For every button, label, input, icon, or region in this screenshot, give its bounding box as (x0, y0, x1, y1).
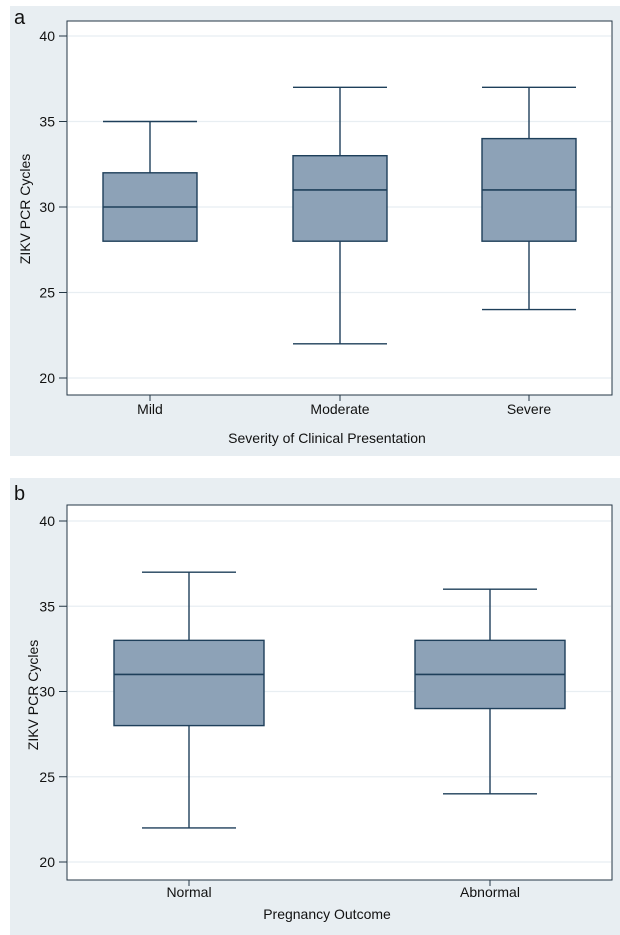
panel-a-y-tick-label: 25 (39, 285, 55, 301)
panel-b-y-tick-label: 30 (39, 684, 55, 700)
panel-b-y-tick-label: 35 (39, 598, 55, 614)
panel-a: a 20 25 30 35 40 Mild Moderate Severe ZIKV PCR … (10, 6, 620, 456)
panel-a-y-tick-label: 30 (39, 199, 55, 215)
box-moderate (292, 86, 388, 345)
panel-a-x-tick-label: Severe (507, 401, 552, 417)
panel-a-y-tick-label: 20 (39, 370, 55, 386)
panel-b-y-tick-label: 25 (39, 769, 55, 785)
panel-b-x-tick-label: Abnormal (460, 884, 520, 900)
panel-a-x-tick-label: Moderate (310, 401, 369, 417)
panel-b-x-tick-label: Normal (166, 884, 211, 900)
panel-b-y-tick-label: 40 (39, 513, 55, 529)
panel-b-y-tick-label: 20 (39, 854, 55, 870)
panel-b-x-axis-title: Pregnancy Outcome (263, 906, 391, 922)
panel-a-x-axis-title: Severity of Clinical Presentation (228, 430, 426, 446)
panel-b: b 20 25 30 35 40 Normal Abnormal ZIKV PCR Cycl… (10, 478, 620, 935)
panel-a-x-tick-label: Mild (137, 401, 163, 417)
iqr-box (292, 154, 388, 242)
box-mild (102, 120, 198, 242)
panel-b-label: b (14, 483, 25, 505)
panel-a-y-tick-label: 40 (39, 28, 55, 44)
panel-b-y-axis-title: ZIKV PCR Cycles (25, 640, 41, 750)
iqr-box (113, 639, 265, 727)
panel-a-label: a (14, 7, 26, 29)
box-abnormal (414, 588, 566, 795)
box-severe (481, 86, 577, 311)
box-normal (113, 571, 265, 829)
panel-a-y-axis-title: ZIKV PCR Cycles (17, 154, 33, 264)
panel-a-y-tick-label: 35 (39, 114, 55, 130)
